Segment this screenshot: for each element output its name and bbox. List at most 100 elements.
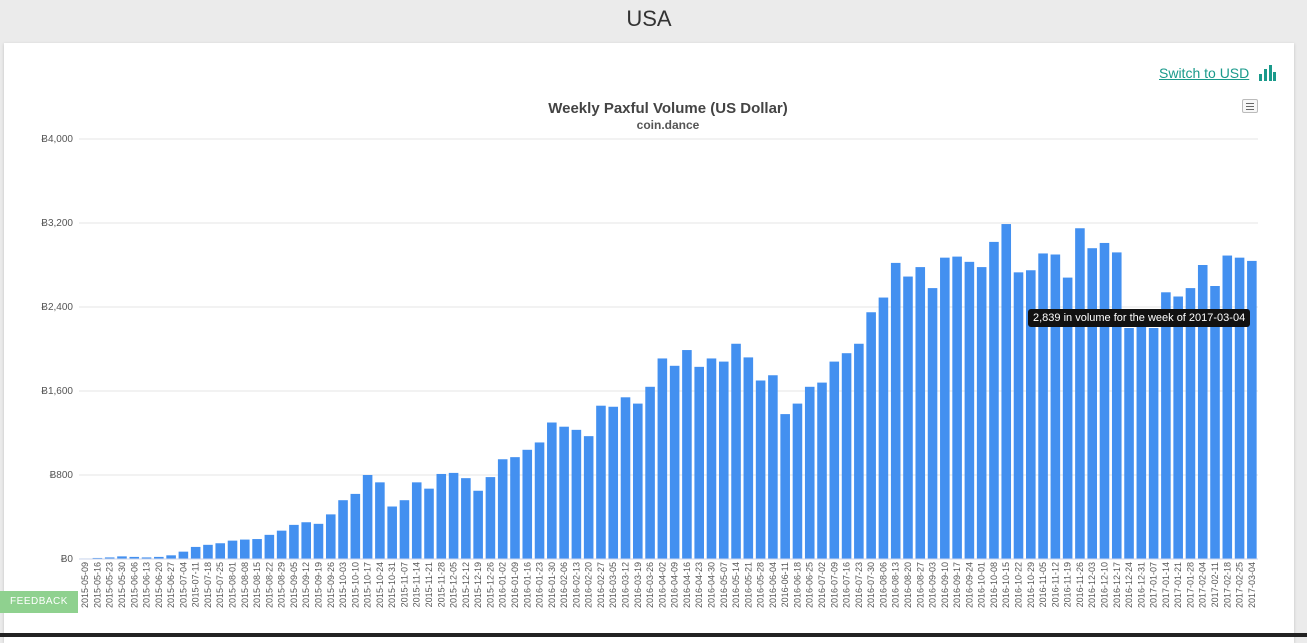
bar[interactable] (559, 426, 569, 559)
bar[interactable] (1247, 260, 1257, 559)
bar[interactable] (583, 436, 594, 559)
bar[interactable] (166, 555, 176, 559)
bar[interactable] (878, 297, 889, 559)
feedback-button[interactable]: FEEDBACK (0, 591, 78, 613)
bar[interactable] (596, 405, 606, 559)
bar[interactable] (755, 380, 766, 560)
bar[interactable] (301, 522, 311, 559)
bar[interactable] (497, 459, 508, 559)
bar[interactable] (608, 406, 619, 559)
bar[interactable] (117, 556, 127, 559)
bar[interactable] (866, 312, 876, 559)
switch-to-usd-link[interactable]: Switch to USD (1159, 65, 1250, 81)
bar-chart-icon[interactable] (1258, 65, 1276, 81)
bar[interactable] (129, 556, 140, 559)
bar[interactable] (915, 267, 926, 559)
bar[interactable] (190, 546, 201, 559)
bar[interactable] (375, 482, 385, 559)
bar[interactable] (989, 241, 999, 559)
bar[interactable] (1210, 286, 1220, 559)
bar[interactable] (473, 490, 483, 559)
bar[interactable] (768, 375, 778, 559)
bar[interactable] (633, 403, 643, 559)
bar[interactable] (411, 482, 422, 559)
bar[interactable] (313, 523, 324, 559)
bar[interactable] (547, 422, 557, 560)
bar[interactable] (743, 357, 754, 559)
bar[interactable] (1234, 257, 1245, 559)
bar[interactable] (620, 397, 631, 559)
bar[interactable] (854, 343, 864, 559)
bar[interactable] (682, 350, 692, 559)
bar[interactable] (927, 288, 938, 559)
bar[interactable] (289, 524, 299, 559)
bar[interactable] (706, 358, 717, 559)
bar[interactable] (1173, 296, 1183, 560)
bar[interactable] (387, 506, 397, 560)
bar[interactable] (1185, 288, 1196, 559)
bar[interactable] (325, 514, 336, 559)
bar[interactable] (522, 449, 533, 559)
bar[interactable] (1222, 255, 1233, 560)
bar[interactable] (178, 551, 189, 559)
bar[interactable] (1124, 328, 1134, 559)
bar[interactable] (215, 543, 226, 559)
bar[interactable] (694, 366, 704, 559)
bar[interactable] (252, 539, 262, 559)
bar[interactable] (1148, 328, 1159, 559)
bar[interactable] (940, 257, 950, 559)
bar[interactable] (436, 473, 447, 559)
bar[interactable] (1026, 270, 1036, 559)
bar[interactable] (1087, 248, 1097, 559)
bar[interactable] (276, 530, 287, 559)
x-tick-label: 2016-05-14 (731, 562, 741, 608)
bar[interactable] (485, 477, 496, 559)
bar[interactable] (154, 556, 164, 559)
bar[interactable] (399, 500, 410, 559)
bar[interactable] (1099, 242, 1110, 559)
bar[interactable] (952, 256, 962, 559)
bar[interactable] (92, 557, 103, 559)
chart-menu-button[interactable] (1242, 99, 1258, 113)
bar[interactable] (1001, 224, 1012, 560)
bar[interactable] (338, 500, 348, 559)
bar[interactable] (1050, 254, 1061, 560)
bar[interactable] (976, 267, 987, 559)
bar[interactable] (510, 457, 520, 559)
bar[interactable] (817, 382, 827, 559)
bar[interactable] (362, 475, 373, 559)
bar[interactable] (203, 544, 213, 559)
bar[interactable] (903, 276, 913, 559)
bar[interactable] (1013, 272, 1024, 559)
bar[interactable] (657, 358, 668, 559)
bar[interactable] (1197, 265, 1208, 559)
bar[interactable] (669, 365, 680, 559)
bar[interactable] (240, 539, 250, 559)
bar[interactable] (780, 414, 790, 559)
bar[interactable] (227, 540, 238, 559)
bar[interactable] (890, 262, 901, 559)
bar[interactable] (350, 493, 361, 559)
bar[interactable] (841, 353, 852, 559)
bar[interactable] (104, 557, 115, 559)
bar[interactable] (461, 478, 471, 559)
bar[interactable] (1075, 228, 1085, 559)
bar[interactable] (804, 386, 815, 559)
bar[interactable] (1062, 277, 1073, 559)
bar[interactable] (1038, 253, 1048, 559)
bar[interactable] (964, 261, 975, 559)
bar[interactable] (1111, 252, 1122, 559)
bar[interactable] (141, 557, 152, 559)
bar[interactable] (264, 534, 275, 559)
bar[interactable] (792, 403, 803, 559)
bar[interactable] (1136, 325, 1147, 559)
bar[interactable] (731, 343, 741, 559)
bar[interactable] (829, 361, 840, 559)
bar[interactable] (718, 361, 729, 559)
bar[interactable] (534, 442, 545, 559)
bar[interactable] (424, 488, 434, 559)
bar[interactable] (645, 386, 655, 559)
bar[interactable] (448, 472, 459, 559)
bar[interactable] (1161, 292, 1171, 559)
bar[interactable] (571, 429, 582, 559)
